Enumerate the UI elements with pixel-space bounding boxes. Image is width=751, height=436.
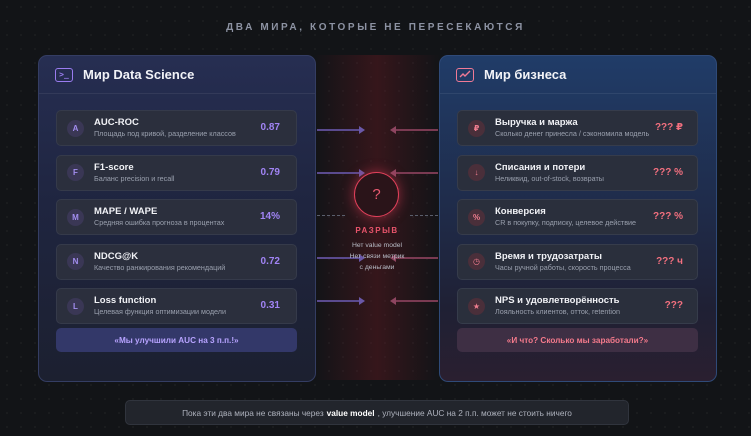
panel-title: Мир бизнеса — [484, 67, 567, 82]
metric-card: M MAPE / WAPE Средняя ошибка прогноза в … — [56, 199, 297, 235]
bottom-note-after: , улучшение AUC на 2 п.п. может не стоит… — [377, 407, 572, 418]
metric-card: ₽ Выручка и маржа Сколько денег принесла… — [457, 110, 698, 146]
metric-title: NPS и удовлетворённость — [495, 295, 620, 306]
metric-card: ◷ Время и трудозатраты Часы ручной работ… — [457, 243, 698, 280]
metric-subtitle: Лояльность клиентов, отток, retention — [495, 307, 621, 316]
business-panel: Мир бизнеса ₽ Выручка и маржа Сколько де… — [439, 55, 717, 382]
metric-card: N NDCG@K Качество ранжирования рекоменда… — [56, 243, 297, 280]
left-arrow-icon — [390, 297, 438, 305]
right-arrow-icon — [317, 126, 365, 134]
left-arrow-icon — [390, 126, 438, 134]
metric-subtitle: Средняя ошибка прогноза в процентах — [94, 218, 225, 227]
right-arrow-icon — [317, 169, 365, 177]
question-icon: ? — [354, 172, 399, 217]
metric-value: 0.72 — [260, 255, 280, 267]
metric-subtitle: Сколько денег принесла / сэкономила моде… — [495, 129, 650, 138]
terminal-icon: >_ — [55, 67, 73, 82]
metric-card: A AUC-ROC Площадь под кривой, разделение… — [56, 110, 297, 146]
metric-list: ₽ Выручка и маржа Сколько денег принесла… — [457, 110, 698, 333]
bottom-note-bold: value model — [326, 407, 375, 418]
metric-subtitle: Неликвид, out-of-stock, возвраты — [495, 173, 604, 183]
metric-card: % Конверсия CR в покупку, подписку, целе… — [457, 199, 698, 235]
metric-value: 0.79 — [260, 166, 280, 178]
gap-glow — [314, 55, 440, 380]
down-arrow-icon: ↓ — [468, 164, 485, 181]
clock-icon: ◷ — [468, 253, 485, 270]
metric-badge: F — [67, 164, 84, 181]
dashed-connector — [410, 215, 438, 216]
metric-title: Loss function — [94, 295, 157, 306]
metric-title: Конверсия — [495, 206, 546, 217]
metric-title: MAPE / WAPE — [94, 206, 158, 217]
percent-icon: % — [468, 208, 485, 226]
metric-subtitle: Целевая функция оптимизации модели — [94, 307, 226, 316]
bottom-note-before: Пока эти два мира не связаны через — [182, 407, 324, 418]
star-icon: ★ — [468, 297, 485, 315]
metric-value: ??? % — [653, 211, 683, 222]
metric-badge: M — [67, 208, 84, 226]
metric-subtitle: Качество ранжирования рекомендаций — [94, 262, 226, 272]
gap-note: Нет связи метрик — [349, 253, 405, 260]
panel-quote: «Мы улучшили AUC на 3 п.п.!» — [56, 328, 297, 352]
metric-title: F1-score — [94, 161, 134, 173]
panel-header: >_ Мир Data Science — [39, 56, 315, 94]
metric-subtitle: CR в покупку, подписку, целевое действие — [495, 218, 637, 227]
metric-badge: N — [67, 253, 84, 270]
metric-value: 0.87 — [260, 122, 280, 133]
metric-value: ??? ч — [656, 255, 683, 267]
metric-subtitle: Площадь под кривой, разделение классов — [94, 129, 236, 138]
metric-value: 14% — [259, 211, 280, 222]
trend-chart-icon — [456, 67, 474, 82]
dashed-connector — [317, 215, 345, 216]
metric-value: 0.31 — [260, 300, 280, 311]
metric-card: F F1-score Баланс precision и recall 0.7… — [56, 154, 297, 191]
gap-note: с деньгами — [359, 264, 395, 271]
left-arrow-icon — [390, 254, 438, 262]
metric-subtitle: Часы ручной работы, скорость процесса — [495, 262, 631, 272]
metric-value: ??? ₽ — [654, 122, 683, 133]
page-title: ДВА МИРА, КОТОРЫЕ НЕ ПЕРЕСЕКАЮТСЯ — [226, 22, 525, 33]
metric-list: A AUC-ROC Площадь под кривой, разделение… — [56, 110, 297, 333]
bottom-note: Пока эти два мира не связаны через value… — [125, 400, 629, 425]
left-arrow-icon — [390, 169, 438, 177]
metric-card: ★ NPS и удовлетворённость Лояльность кли… — [457, 288, 698, 324]
metric-badge: A — [67, 119, 84, 137]
metric-value: ??? % — [653, 166, 683, 178]
metric-subtitle: Баланс precision и recall — [94, 173, 175, 183]
panel-header: Мир бизнеса — [440, 56, 716, 94]
metric-card: L Loss function Целевая функция оптимиза… — [56, 288, 297, 324]
metric-title: AUC-ROC — [94, 117, 139, 128]
right-arrow-icon — [317, 254, 365, 262]
metric-title: Время и трудозатраты — [495, 250, 602, 262]
metric-title: NDCG@K — [94, 250, 139, 262]
panel-quote: «И что? Сколько мы заработали?» — [457, 328, 698, 352]
metric-value: ??? — [664, 300, 683, 311]
metric-title: Списания и потери — [495, 161, 586, 173]
ruble-icon: ₽ — [468, 119, 485, 137]
right-arrow-icon — [317, 297, 365, 305]
panel-title: Мир Data Science — [83, 67, 195, 82]
gap-label: РАЗРЫВ — [355, 226, 399, 235]
metric-title: Выручка и маржа — [495, 117, 578, 128]
gap-note: Нет value model — [351, 242, 403, 249]
data-science-panel: >_ Мир Data Science A AUC-ROC Площадь по… — [38, 55, 316, 382]
metric-badge: L — [67, 297, 84, 315]
metric-card: ↓ Списания и потери Неликвид, out-of-sto… — [457, 154, 698, 191]
